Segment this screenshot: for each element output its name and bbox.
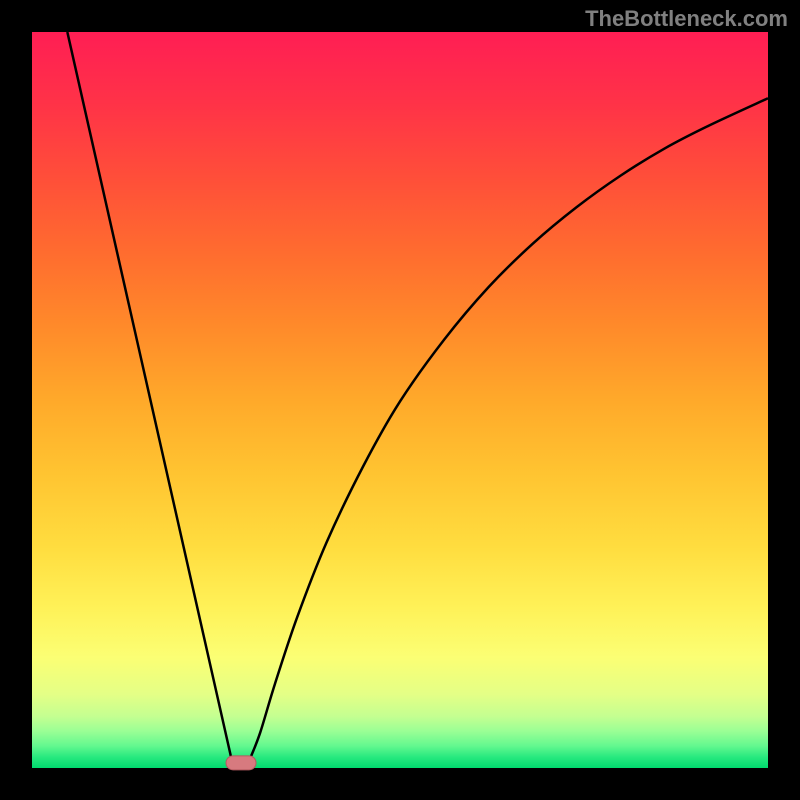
bottleneck-chart (0, 0, 800, 800)
chart-container: TheBottleneck.com (0, 0, 800, 800)
optimum-marker (226, 756, 256, 770)
watermark-text: TheBottleneck.com (585, 6, 788, 32)
